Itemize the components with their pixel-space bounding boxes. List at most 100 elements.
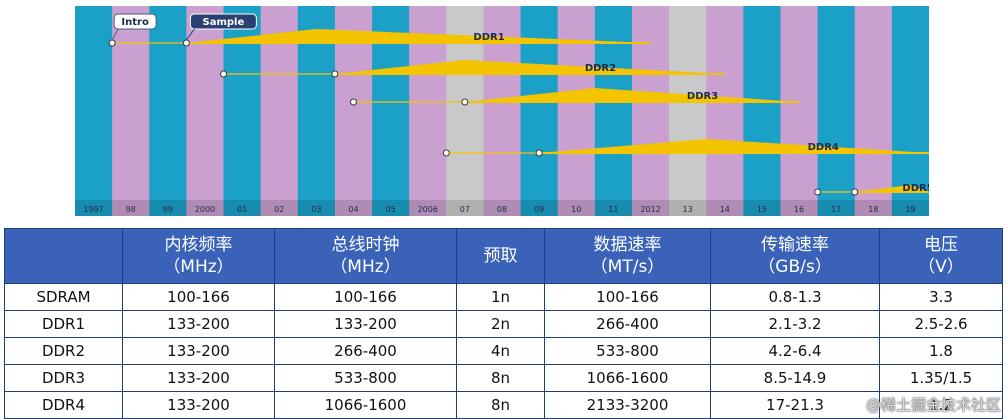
- year-tick-label: 18: [868, 205, 878, 214]
- row-type: SDRAM: [4, 283, 123, 311]
- year-column: [743, 6, 781, 216]
- cell-transfer-rate: 17-21.3: [710, 391, 880, 419]
- cell-data-rate: 1066-1600: [544, 364, 711, 392]
- generation-wedge: [334, 60, 725, 74]
- cell-prefetch: 8n: [456, 391, 545, 419]
- cell-core-freq: 133-200: [122, 310, 275, 338]
- row-type: DDR2: [4, 337, 123, 365]
- sample-callout-pointer: [185, 28, 195, 41]
- cell-prefetch: 4n: [456, 337, 545, 365]
- intro-callout-pointer: [111, 28, 119, 41]
- cell-bus-clock: 266-400: [274, 337, 457, 365]
- header-data-rate: 数据速率 （MT/s）: [544, 228, 711, 284]
- year-tick-label: 15: [757, 205, 767, 214]
- header-prefetch: 预取: [456, 228, 545, 284]
- year-column: [631, 6, 670, 216]
- year-column: [706, 6, 744, 216]
- cell-bus-clock: 533-800: [274, 364, 457, 392]
- table-row: DDR1 133-200 133-200 2n 266-400 2.1-3.2 …: [4, 310, 1003, 338]
- header-voltage: 电压 （V）: [879, 228, 1003, 284]
- header-bus-clock: 总线时钟 （MHz）: [274, 228, 457, 284]
- year-column: [557, 6, 596, 216]
- year-column: [891, 6, 929, 216]
- ddr-spec-table: 内核频率 （MHz） 总线时钟 （MHz） 预取 数据速率 （MT/s） 传输速率 （G…: [4, 228, 1003, 419]
- year-tick-label: 01: [237, 205, 247, 214]
- cell-bus-clock: 100-166: [274, 283, 457, 311]
- year-tick-label: 99: [163, 205, 173, 214]
- cell-voltage: 1.2: [879, 391, 1003, 419]
- row-type: DDR4: [4, 391, 123, 419]
- intro-marker: [220, 70, 228, 78]
- header-core-freq: 内核频率 （MHz）: [122, 228, 275, 284]
- generation-wedge: [854, 185, 929, 192]
- year-tick-label: 2012: [640, 205, 660, 214]
- year-column: [780, 6, 819, 216]
- generation-label: DDR4: [808, 142, 839, 153]
- year-column: [817, 6, 856, 216]
- year-column: [186, 6, 225, 216]
- year-column: [520, 6, 559, 216]
- table-row: DDR4 133-200 1066-1600 8n 2133-3200 17-2…: [4, 391, 1003, 419]
- row-type: DDR3: [4, 364, 123, 392]
- cell-data-rate: 2133-3200: [544, 391, 711, 419]
- year-tick-label: 2000: [195, 205, 215, 214]
- table-row: SDRAM 100-166 100-166 1n 100-166 0.8-1.3…: [4, 283, 1003, 311]
- year-tick-label: 02: [274, 205, 284, 214]
- cell-data-rate: 100-166: [544, 283, 711, 311]
- year-column: [112, 6, 150, 216]
- year-column: [854, 6, 893, 216]
- cell-prefetch: 1n: [456, 283, 545, 311]
- generation-label: DDR1: [473, 32, 504, 43]
- year-tick-label: 16: [794, 205, 804, 214]
- year-column: [594, 6, 633, 216]
- row-type: DDR1: [4, 310, 123, 338]
- year-tick-label: 98: [126, 205, 136, 214]
- year-tick-label: 10: [571, 205, 581, 214]
- sample-marker: [182, 39, 190, 47]
- cell-transfer-rate: 8.5-14.9: [710, 364, 880, 392]
- year-tick-label: 03: [311, 205, 321, 214]
- intro-marker: [814, 188, 822, 196]
- cell-transfer-rate: 4.2-6.4: [710, 337, 880, 365]
- year-column: [149, 6, 187, 216]
- year-tick-label: 05: [386, 205, 396, 214]
- year-tick-label: 07: [460, 205, 470, 214]
- ddr-timeline-chart: 1997 98 99 2000 01 02 03 04 05 2006 07 08 09 10 11 2012…: [75, 6, 929, 216]
- cell-prefetch: 2n: [456, 310, 545, 338]
- cell-bus-clock: 133-200: [274, 310, 457, 338]
- cell-voltage: 1.8: [879, 337, 1003, 365]
- cell-data-rate: 266-400: [544, 310, 711, 338]
- year-tick-label: 04: [348, 205, 358, 214]
- cell-core-freq: 133-200: [122, 364, 275, 392]
- cell-prefetch: 8n: [456, 364, 545, 392]
- cell-core-freq: 133-200: [122, 337, 275, 365]
- intro-callout-box: [113, 13, 157, 30]
- sample-marker: [461, 98, 469, 106]
- sample-callout-label: Sample: [203, 17, 245, 28]
- year-tick-label: 1997: [83, 205, 103, 214]
- cell-data-rate: 533-800: [544, 337, 711, 365]
- sample-marker: [535, 149, 543, 157]
- cell-transfer-rate: 0.8-1.3: [710, 283, 880, 311]
- cell-voltage: 2.5-2.6: [879, 310, 1003, 338]
- year-tick-label: 19: [905, 205, 915, 214]
- header-transfer-rate: 传输速率 （GB/s）: [710, 228, 880, 284]
- cell-transfer-rate: 2.1-3.2: [710, 310, 880, 338]
- cell-voltage: 3.3: [879, 283, 1003, 311]
- generation-wedge: [539, 139, 929, 153]
- year-tick-label: 08: [497, 205, 507, 214]
- sample-callout-box: [189, 13, 257, 30]
- cell-core-freq: 100-166: [122, 283, 275, 311]
- generation-label: DDR5: [902, 183, 929, 194]
- intro-marker: [442, 149, 450, 157]
- intro-callout-label: Intro: [121, 17, 149, 28]
- cell-core-freq: 133-200: [122, 391, 275, 419]
- year-tick-label: 13: [683, 205, 693, 214]
- header-cell-type: [4, 228, 123, 284]
- year-tick-label: 09: [534, 205, 544, 214]
- year-tick-label: 11: [608, 205, 618, 214]
- year-axis-band: [75, 200, 929, 216]
- intro-marker: [349, 98, 357, 106]
- generation-label: DDR2: [585, 63, 616, 74]
- watermark: @稀土掘金技术社区: [865, 396, 1001, 414]
